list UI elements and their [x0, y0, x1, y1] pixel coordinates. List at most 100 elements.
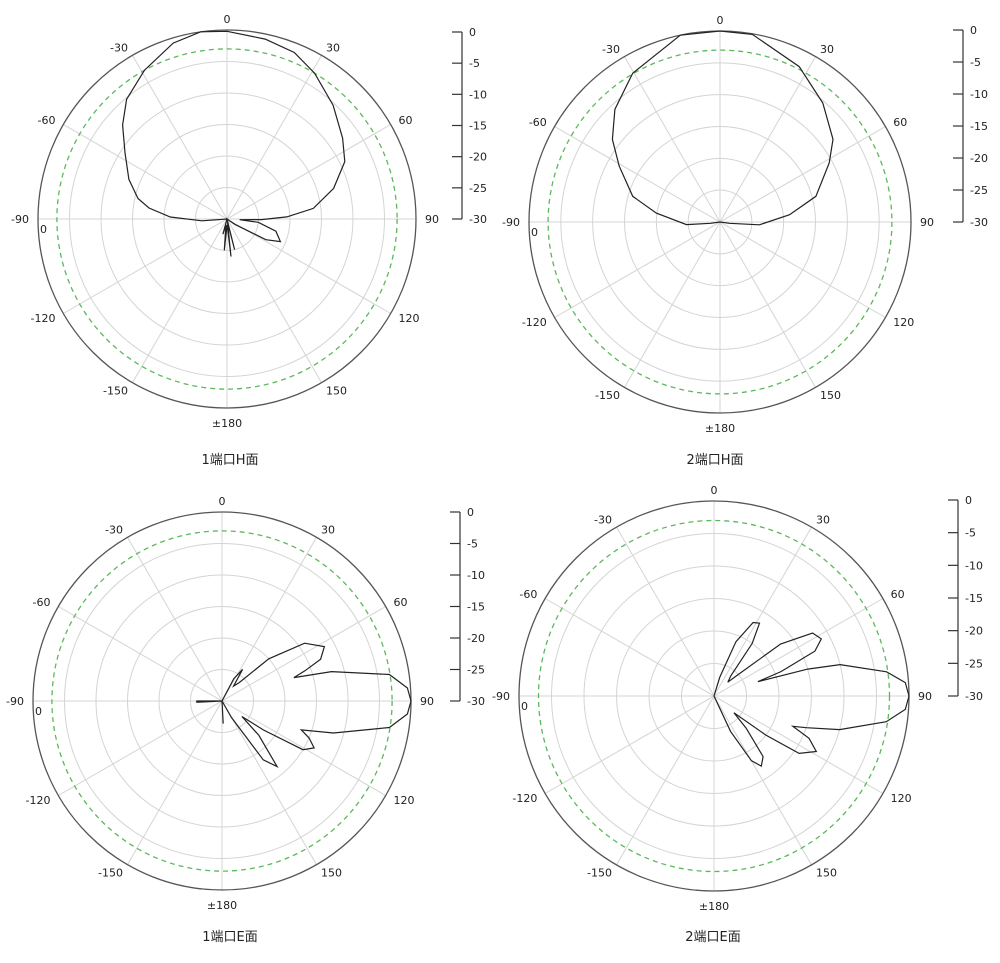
angle-tick-label: -30 — [105, 524, 123, 537]
angle-tick-label: 60 — [893, 116, 907, 129]
scale-tick-label: 0 — [970, 24, 977, 37]
db-scale-bar: 0 -5 -10 -15 -20 -25 -30 — [948, 494, 983, 703]
reference-level-circle — [56, 48, 398, 390]
angle-tick-label: 90 — [425, 213, 439, 226]
scale-tick-label: -20 — [469, 151, 487, 164]
angle-tick-label: -150 — [595, 389, 620, 402]
angle-tick-label: ±180 — [212, 417, 242, 430]
angle-tick-label: 150 — [321, 866, 342, 879]
angle-tick-label: 90 — [420, 695, 434, 708]
scale-tick-label: -10 — [965, 559, 983, 572]
polar-chart-3: 0 30 60 90 120 150 ±180 -150 -120 -90 -60 -30 0 0 -5 -1… — [6, 495, 485, 945]
scale-tick-label: -15 — [970, 120, 988, 133]
chart-title: 2端口E面 — [685, 930, 741, 945]
angle-tick-label: ±180 — [699, 900, 729, 913]
scale-tick-label: -25 — [467, 664, 485, 677]
angle-tick-label: 120 — [893, 316, 914, 329]
angle-tick-label: ±180 — [207, 899, 237, 912]
angle-tick-label: 0 — [219, 495, 226, 508]
angle-tick-label: -90 — [502, 216, 520, 229]
angle-tick-label: 60 — [891, 588, 905, 601]
scale-tick-label: -20 — [467, 632, 485, 645]
scale-tick-label: -15 — [965, 592, 983, 605]
angle-tick-label: 150 — [326, 384, 347, 397]
scale-tick-label: -30 — [965, 690, 983, 703]
chart-title: 2端口H面 — [686, 453, 743, 468]
scale-tick-label: -5 — [965, 527, 976, 540]
radial-zero-label: 0 — [35, 705, 42, 718]
polar-chart-4: 0 30 60 90 120 150 ±180 -150 -120 -90 -60 -30 0 0 -5 -1… — [492, 484, 983, 945]
scale-tick-label: -10 — [467, 569, 485, 582]
angle-tick-label: 120 — [398, 312, 419, 325]
angle-tick-label: -90 — [11, 213, 29, 226]
angle-tick-label: 30 — [326, 42, 340, 55]
angle-tick-label: 60 — [398, 114, 412, 127]
scale-tick-label: -20 — [970, 152, 988, 165]
angle-tick-label: 150 — [816, 867, 837, 880]
angle-tick-label: -60 — [519, 588, 537, 601]
angle-tick-label: -150 — [103, 384, 128, 397]
scale-tick-label: -20 — [965, 625, 983, 638]
angle-tick-label: -90 — [6, 695, 24, 708]
polar-chart-2: 0 30 60 90 120 150 ±180 -150 -120 -90 -60 -30 0 0 -5 -1… — [502, 14, 988, 468]
angle-tick-label: 60 — [393, 596, 407, 609]
scale-tick-label: -25 — [965, 657, 983, 670]
angle-tick-label: ±180 — [705, 422, 735, 435]
db-scale-bar: 0 -5 -10 -15 -20 -25 -30 — [452, 26, 487, 226]
scale-tick-label: -15 — [469, 120, 487, 133]
scale-tick-label: -30 — [970, 216, 988, 229]
angle-tick-label: -120 — [26, 794, 51, 807]
radial-zero-label: 0 — [521, 700, 528, 713]
angle-tick-label: 90 — [920, 216, 934, 229]
angle-tick-label: -150 — [98, 866, 123, 879]
scale-tick-label: -5 — [467, 538, 478, 551]
angle-tick-label: 0 — [717, 14, 724, 27]
angle-tick-label: -60 — [529, 116, 547, 129]
angle-tick-label: 30 — [816, 513, 830, 526]
chart-title: 1端口E面 — [202, 930, 258, 945]
db-scale-bar: 0 -5 -10 -15 -20 -25 -30 — [450, 506, 485, 708]
polar-chart-1: 0 30 60 90 120 150 ±180 -150 -120 -90 -60 -30 0 0 -5 -1… — [11, 13, 487, 468]
angle-tick-label: -30 — [602, 43, 620, 56]
pattern-curve — [611, 30, 834, 226]
pattern-curve — [121, 30, 346, 257]
angle-tick-label: 0 — [224, 13, 231, 26]
angle-tick-label: 0 — [711, 484, 718, 497]
angle-tick-label: -120 — [31, 312, 56, 325]
scale-tick-label: -10 — [469, 88, 487, 101]
pattern-curve — [196, 642, 412, 769]
radial-zero-label: 0 — [40, 223, 47, 236]
scale-tick-label: -10 — [970, 88, 988, 101]
angle-tick-label: -30 — [594, 513, 612, 526]
reference-level-circle — [51, 530, 393, 872]
scale-tick-label: 0 — [469, 26, 476, 39]
angle-tick-label: 90 — [918, 690, 932, 703]
scale-tick-label: -5 — [970, 56, 981, 69]
angle-tick-label: -120 — [512, 792, 537, 805]
angle-tick-label: -150 — [587, 867, 612, 880]
scale-tick-label: 0 — [467, 506, 474, 519]
angle-tick-label: -120 — [522, 316, 547, 329]
reference-level-circle — [547, 49, 893, 395]
angle-tick-label: 120 — [393, 794, 414, 807]
radial-zero-label: 0 — [531, 226, 538, 239]
angle-tick-label: -90 — [492, 690, 510, 703]
scale-tick-label: 0 — [965, 494, 972, 507]
angle-tick-label: 30 — [820, 43, 834, 56]
pattern-curve — [713, 621, 910, 768]
angle-tick-label: -30 — [110, 42, 128, 55]
scale-tick-label: -5 — [469, 57, 480, 70]
outer-circle — [37, 29, 417, 409]
chart-title: 1端口H面 — [201, 453, 258, 468]
scale-tick-label: -30 — [467, 695, 485, 708]
scale-tick-label: -25 — [970, 184, 988, 197]
angle-tick-label: 30 — [321, 524, 335, 537]
scale-tick-label: -30 — [469, 213, 487, 226]
db-scale-bar: 0 -5 -10 -15 -20 -25 -30 — [953, 24, 988, 229]
angle-tick-label: 120 — [891, 792, 912, 805]
scale-tick-label: -15 — [467, 601, 485, 614]
angle-tick-label: 150 — [820, 389, 841, 402]
angle-tick-label: -60 — [33, 596, 51, 609]
scale-tick-label: -25 — [469, 182, 487, 195]
